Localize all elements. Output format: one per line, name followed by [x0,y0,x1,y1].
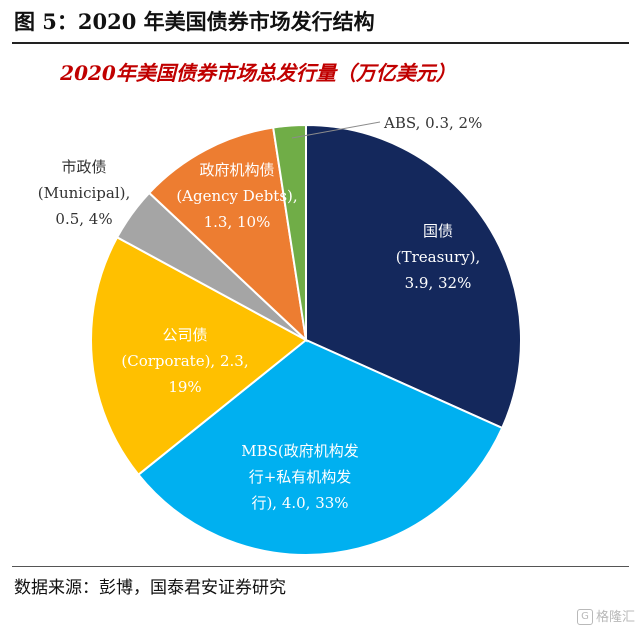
figure-title: 图 5：2020 年美国债券市场发行结构 [14,9,375,34]
pie-slice-2 [90,235,308,477]
pie-slice-1 [136,338,504,556]
bottom-divider [12,566,629,567]
pie-slice-5 [272,123,307,341]
watermark-text: 格隆汇 [595,609,635,625]
pie-slices [90,123,522,556]
chart-title: 2020年美国债券市场总发行量（万亿美元） [59,61,456,85]
top-divider [12,42,629,44]
slice-label-2: 公司债(Corporate), 2.3, 19% [121,326,248,396]
slice-label-5: ABS, 0.3, 2% [383,114,482,132]
pie-slice-4 [147,126,308,343]
watermark-logo: G 格隆汇 [576,606,635,625]
slice-label-4: 政府机构债(Agency Debts), 1.3, 10% [176,161,297,231]
abs-leader-line [291,121,381,139]
source-note: 数据来源：彭博，国泰君安证券研究 [14,578,286,598]
pie-slice-0 [305,123,522,430]
slice-label-0: 国债(Treasury), 3.9, 32% [396,222,480,292]
pie-labels: 国债(Treasury), 3.9, 32% MBS(政府机构发行+私有机构发行),… [38,114,483,512]
watermark-icon: G [576,609,593,625]
slice-label-3: 市政债(Municipal), 0.5, 4% [38,158,131,228]
pie-chart: 2020年美国债券市场总发行量（万亿美元） 国债(Treasury), 3.9, … [38,61,522,556]
slice-label-1: MBS(政府机构发行+私有机构发行), 4.0, 33% [241,442,359,512]
